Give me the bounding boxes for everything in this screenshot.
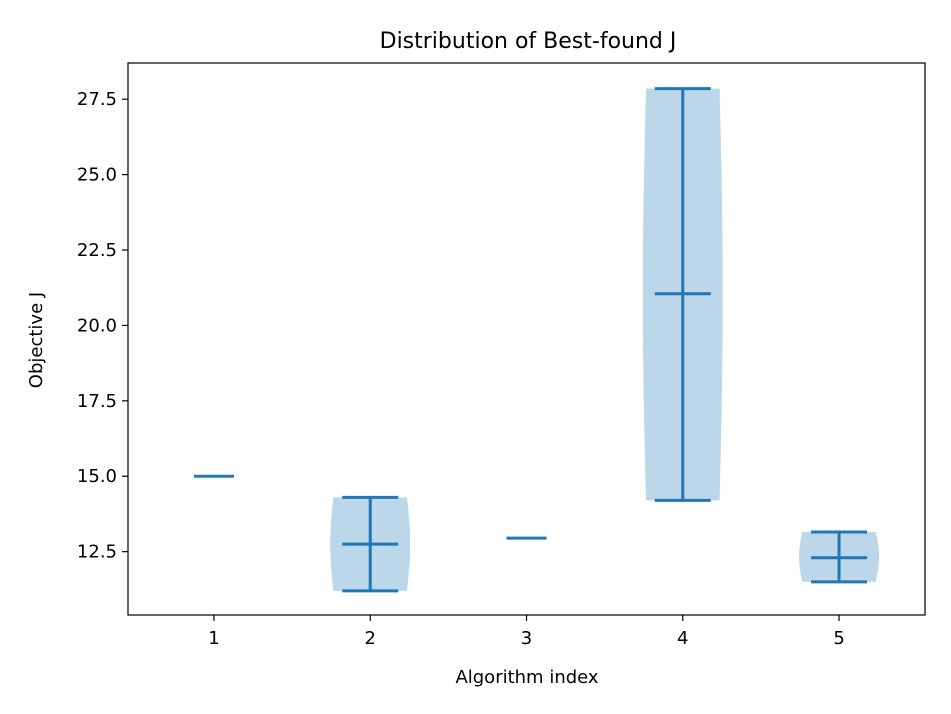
x-axis-label: Algorithm index <box>455 667 598 688</box>
y-tick-label: 25.0 <box>77 165 117 186</box>
x-tick-label: 1 <box>208 628 219 649</box>
y-tick-label: 27.5 <box>77 89 117 110</box>
y-tick-label: 15.0 <box>77 466 117 487</box>
x-tick-label: 4 <box>677 628 688 649</box>
x-tick-label: 5 <box>833 628 844 649</box>
plot-area: 12.5 15.0 17.5 20.0 22.5 25.0 27.5 1 2 3 4 5 <box>77 87 879 649</box>
x-tick-label: 2 <box>364 628 375 649</box>
y-tick-label: 20.0 <box>77 315 117 336</box>
x-tick-label: 3 <box>521 628 532 649</box>
chart-title: Distribution of Best-found J <box>380 29 677 54</box>
axes-frame <box>127 62 926 616</box>
y-tick-label: 22.5 <box>77 240 117 261</box>
y-axis-label: Objective J <box>26 292 47 388</box>
y-tick-label: 17.5 <box>77 391 117 412</box>
y-tick-label: 12.5 <box>77 542 117 563</box>
